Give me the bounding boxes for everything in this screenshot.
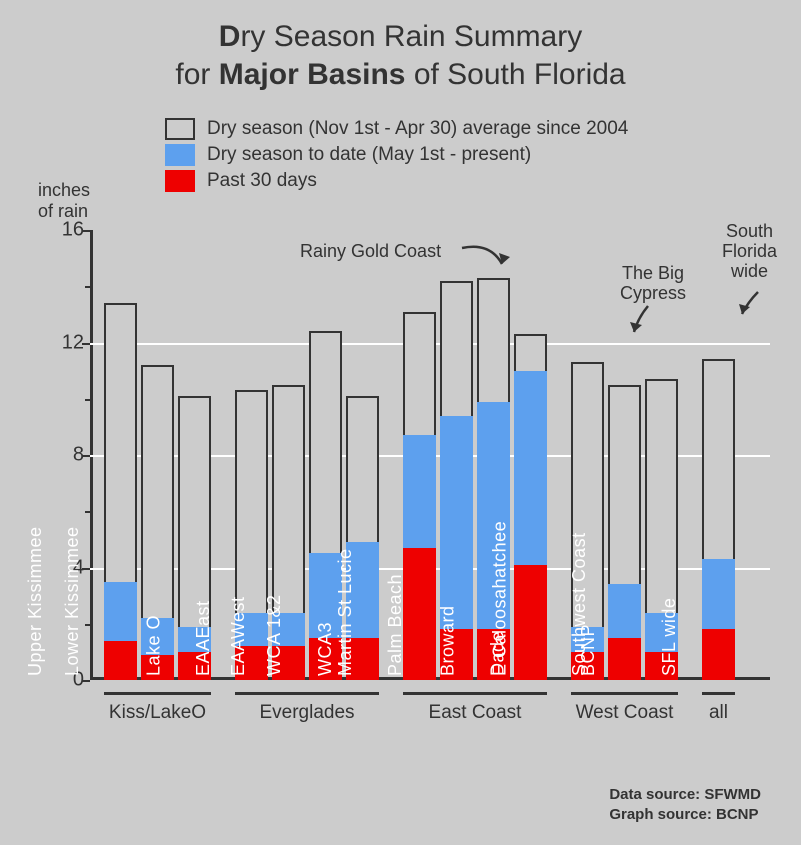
- y-tick-label: 16: [48, 219, 84, 242]
- y-tick-label: 12: [48, 331, 84, 354]
- group-underline: [235, 692, 379, 695]
- bar-label: WCA3: [314, 622, 335, 676]
- source-credit: Data source: SFWMD Graph source: BCNP: [609, 785, 761, 826]
- bar-dade: Dade: [514, 230, 547, 680]
- group-underline: [104, 692, 211, 695]
- bar-label: SFL wide: [658, 598, 679, 676]
- group-label: Kiss/LakeO: [109, 702, 206, 724]
- y-axis-title: inchesof rain: [38, 180, 90, 221]
- legend-label: Dry season (Nov 1st - Apr 30) average si…: [207, 118, 628, 140]
- legend-item-avg: Dry season (Nov 1st - Apr 30) average si…: [165, 118, 628, 140]
- bar-lower-kissimmee: Lower Kissimmee: [141, 230, 174, 680]
- group-label: all: [709, 702, 728, 724]
- bar-label: Broward: [437, 605, 458, 676]
- bar-label: WCA 1&2: [264, 594, 285, 676]
- bar-upper-kissimmee: Upper Kissimmee: [104, 230, 137, 680]
- bar-label: Palm Beach: [384, 574, 405, 676]
- annotation-rainy-gold-coast: Rainy Gold Coast: [300, 242, 441, 262]
- bar-label: EAAWest: [228, 596, 249, 676]
- arrow-icon: [460, 240, 520, 280]
- bar-label: Upper Kissimmee: [25, 526, 46, 676]
- legend-swatch-avg: [165, 118, 195, 140]
- bar-sfl-wide: SFL wide: [702, 230, 735, 680]
- group-label: Everglades: [259, 702, 354, 724]
- group-label: East Coast: [429, 702, 522, 724]
- group-label: West Coast: [576, 702, 674, 724]
- legend-item-p30: Past 30 days: [165, 170, 628, 192]
- bar-label: E Caloosahatchee: [489, 521, 510, 676]
- bar-label: Lower Kissimmee: [62, 526, 83, 676]
- bar-label: Lake O: [143, 615, 164, 676]
- group-underline: [702, 692, 735, 695]
- arrow-icon: [736, 290, 772, 326]
- bar-label: EAAEast: [193, 600, 214, 676]
- legend-swatch-p30: [165, 170, 195, 192]
- bar-label: Southwest Coast: [569, 532, 590, 676]
- legend-swatch-todate: [165, 144, 195, 166]
- legend-item-todate: Dry season to date (May 1st - present): [165, 144, 628, 166]
- arrow-icon: [628, 304, 668, 344]
- group-underline: [571, 692, 678, 695]
- y-tick-label: 8: [48, 444, 84, 467]
- annotation-big-cypress: The BigCypress: [620, 264, 686, 304]
- bar-martin-st-lucie: Martin St Lucie: [403, 230, 436, 680]
- annotation-sfl-wide: South Florida wide: [722, 222, 777, 281]
- bar-label: Martin St Lucie: [335, 548, 356, 676]
- legend-label: Past 30 days: [207, 170, 317, 192]
- group-underline: [403, 692, 547, 695]
- legend-label: Dry season to date (May 1st - present): [207, 144, 531, 166]
- legend: Dry season (Nov 1st - Apr 30) average si…: [165, 118, 628, 196]
- chart-title: Dry Season Rain Summary for Major Basins…: [0, 18, 801, 93]
